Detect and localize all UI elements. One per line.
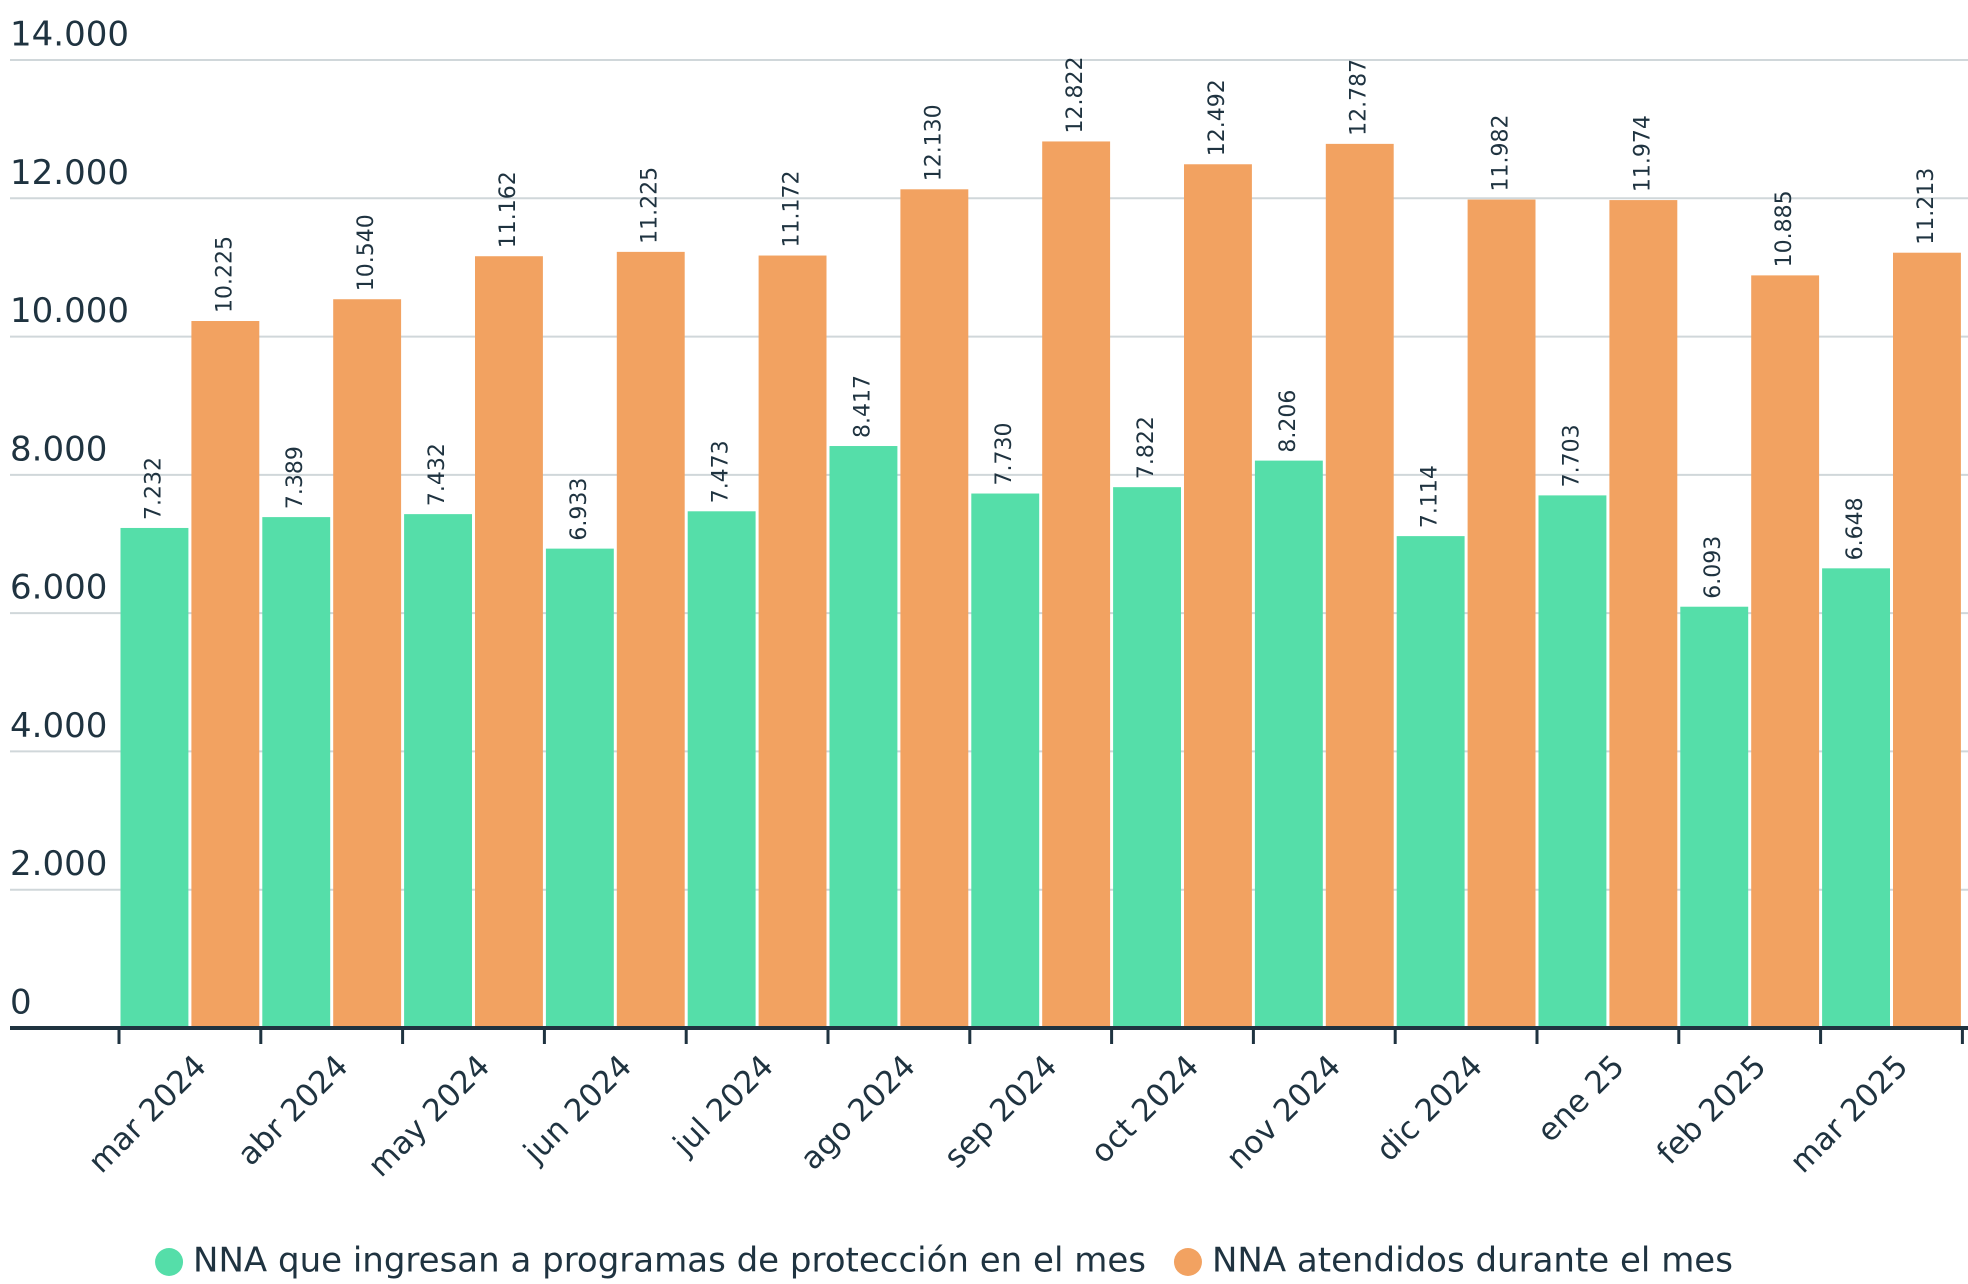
bar [1042,141,1111,1028]
value-label: 7.232 [141,457,166,520]
legend: NNA que ingresan a programas de protecci… [155,1241,1733,1281]
value-label: 12.130 [921,104,946,181]
bar [1751,275,1820,1028]
bar [1893,252,1961,1028]
bar [1325,143,1394,1028]
x-tick-label: dic 2024 [1369,1048,1489,1168]
value-label: 11.982 [1489,115,1514,192]
x-tick-label: sep 2024 [937,1048,1064,1175]
x-tick-label: ago 2024 [794,1048,923,1177]
bar [1680,606,1749,1028]
x-tick-label: mar 2024 [82,1048,214,1180]
bar [1254,460,1323,1028]
value-label: 11.213 [1914,168,1939,245]
bar [687,511,756,1029]
bar [829,446,898,1029]
y-tick-label: 0 [10,983,32,1023]
value-label: 8.417 [850,375,875,438]
value-label: 7.730 [992,423,1017,486]
x-tick-label: jul 2024 [666,1048,781,1163]
value-label: 12.822 [1063,56,1088,133]
x-tick-label: ene 25 [1530,1048,1631,1149]
bar [758,255,827,1028]
value-label: 12.492 [1205,79,1230,156]
value-label: 11.974 [1630,115,1655,192]
y-tick-label: 8.000 [10,429,107,469]
x-tick-label: feb 2025 [1650,1048,1773,1171]
value-label: 6.648 [1843,497,1868,560]
value-label: 7.114 [1418,465,1443,528]
bar [900,189,969,1029]
value-label: 6.933 [567,478,592,541]
value-label: 12.787 [1347,59,1372,136]
x-tick-label: jun 2024 [516,1048,639,1171]
y-tick-label: 4.000 [10,706,107,746]
value-label: 10.885 [1772,190,1797,267]
y-tick-label: 2.000 [10,844,107,884]
value-label: 7.703 [1559,424,1584,487]
x-tick-label: abr 2024 [231,1048,356,1173]
bar [1467,199,1536,1029]
value-label: 11.172 [780,171,805,248]
legend-label: NNA atendidos durante el mes [1212,1241,1733,1281]
bar [475,256,543,1028]
value-label: 6.093 [1701,536,1726,599]
bar [262,517,331,1028]
y-tick-label: 14.000 [10,15,129,55]
bar [1609,200,1678,1028]
bar [333,299,402,1029]
bar [404,514,472,1028]
bar [1113,487,1181,1029]
bar [971,493,1040,1028]
x-tick-label: nov 2024 [1219,1048,1347,1176]
bar [120,527,189,1028]
value-label: 10.540 [354,214,379,291]
bar [1822,568,1890,1028]
y-tick-label: 6.000 [10,568,107,608]
x-tick-label: oct 2024 [1084,1048,1206,1170]
value-label: 7.822 [1134,416,1159,479]
value-label: 8.206 [1276,390,1301,453]
bar [545,548,614,1028]
bar [1396,536,1465,1028]
bar [1184,164,1252,1028]
value-label: 11.162 [496,171,521,248]
x-tick-label: mar 2025 [1783,1048,1915,1180]
legend-marker [155,1248,184,1276]
bar [191,321,260,1028]
x-tick-label: may 2024 [361,1048,497,1184]
y-tick-label: 12.000 [10,153,129,193]
legend-marker [1173,1248,1202,1276]
value-label: 7.389 [283,446,308,509]
value-label: 11.225 [638,167,663,244]
legend-label: NNA que ingresan a programas de protecci… [193,1241,1146,1281]
value-label: 7.432 [425,443,450,506]
bar [1538,495,1607,1028]
y-tick-label: 10.000 [10,291,129,331]
value-label: 7.473 [709,440,734,503]
bar [616,251,685,1028]
value-label: 10.225 [212,236,237,313]
